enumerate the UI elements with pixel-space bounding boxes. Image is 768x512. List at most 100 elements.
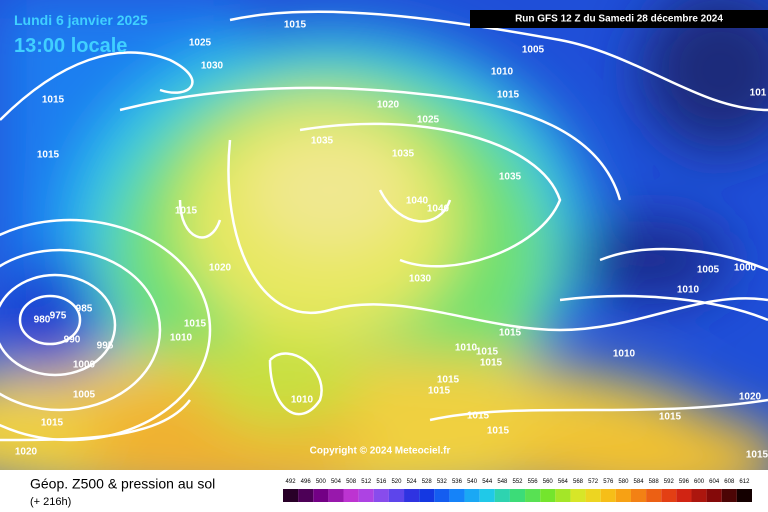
isobar-label: 1015 — [175, 206, 198, 217]
isobar-label: 101 — [750, 88, 767, 99]
scale-swatch — [630, 489, 647, 502]
scale-swatch — [600, 489, 616, 502]
color-scale: 492 496 500 504 508 512 516 520 524 528 532 536 540 5… — [283, 479, 752, 502]
scale-swatch — [570, 489, 586, 502]
scale-swatch — [661, 489, 677, 502]
scale-swatch — [328, 489, 344, 502]
scale-label: 580 — [618, 479, 629, 485]
isobar-label: 1025 — [189, 38, 212, 49]
scale-label: 540 — [467, 479, 478, 485]
scale-swatch — [434, 489, 450, 502]
scale-label: 556 — [528, 479, 539, 485]
isobar-label: 980 — [34, 315, 51, 326]
scale-swatch — [585, 489, 601, 502]
scale-label: 568 — [573, 479, 584, 485]
isobar-label: 1010 — [491, 67, 514, 78]
scale-label: 596 — [679, 479, 690, 485]
scale-swatch — [509, 489, 526, 502]
scale-swatch — [721, 489, 737, 502]
scale-swatch — [464, 489, 480, 502]
scale-swatch — [404, 489, 420, 502]
isobar-label: 1015 — [437, 375, 460, 386]
isobar-label: 1000 — [734, 263, 757, 274]
isobar-label: 1020 — [15, 447, 38, 458]
scale-label: 604 — [709, 479, 720, 485]
isobar-label: 995 — [97, 341, 114, 352]
time: 13:00 locale — [14, 35, 127, 57]
scale-label: 612 — [739, 479, 750, 485]
scale-label: 528 — [422, 479, 433, 485]
scale-label: 512 — [361, 479, 372, 485]
isobar-label: 1010 — [613, 349, 636, 360]
run-banner — [470, 10, 768, 28]
isobar-label: 1000 — [73, 360, 96, 371]
scale-swatch — [676, 489, 692, 502]
scale-swatch — [283, 489, 299, 502]
scale-swatch — [540, 489, 556, 502]
scale-swatch — [313, 489, 329, 502]
isobar-label: 1005 — [697, 265, 720, 276]
scale-swatch — [706, 489, 722, 502]
scale-swatch — [358, 489, 374, 502]
isobar-label: 985 — [76, 304, 93, 315]
isobar-label: 990 — [64, 335, 81, 346]
isobar-label: 1010 — [455, 343, 478, 354]
scale-label: 536 — [452, 479, 463, 485]
isobar-label: 1015 — [41, 418, 64, 429]
isobar-label: 1010 — [677, 285, 700, 296]
isobar-label: 1020 — [209, 263, 232, 274]
isobar-label: 1015 — [476, 347, 499, 358]
isobar-label: 1005 — [73, 390, 96, 401]
isobar-label: 1015 — [487, 426, 510, 437]
scale-swatch — [555, 489, 571, 502]
isobar-label: 1015 — [467, 411, 490, 422]
isobar-label: 1030 — [409, 274, 432, 285]
run-info: Run GFS 12 Z du Samedi 28 décembre 2024 — [515, 14, 723, 25]
isobar-label: 1040 — [427, 204, 450, 215]
isobar-label: 1020 — [739, 392, 762, 403]
scale-label: 552 — [512, 479, 523, 485]
isobar-label: 1015 — [746, 450, 768, 461]
scale-swatch — [615, 489, 631, 502]
scale-label: 572 — [588, 479, 599, 485]
scale-label: 560 — [543, 479, 554, 485]
isobar-label: 1010 — [291, 395, 314, 406]
scale-label: 508 — [346, 479, 357, 485]
scale-swatch — [373, 489, 389, 502]
scale-label: 576 — [603, 479, 614, 485]
scale-label: 492 — [286, 479, 297, 485]
isobar-label: 1015 — [284, 20, 307, 31]
isobar-label: 1030 — [201, 61, 224, 72]
isobar-label: 1015 — [497, 90, 520, 101]
date: Lundi 6 janvier 2025 — [14, 12, 148, 28]
scale-swatch — [479, 489, 495, 502]
scale-label: 584 — [634, 479, 645, 485]
scale-label: 600 — [694, 479, 705, 485]
scale-label: 588 — [649, 479, 660, 485]
scale-swatch — [736, 489, 752, 502]
scale-label: 500 — [316, 479, 327, 485]
scale-label: 532 — [437, 479, 448, 485]
scale-swatch — [494, 489, 510, 502]
isobar-label: 1005 — [522, 45, 545, 56]
scale-swatch — [646, 489, 662, 502]
isobar-label: 1025 — [417, 115, 440, 126]
scale-swatch — [388, 489, 405, 502]
isobars — [0, 10, 768, 442]
isobar-label: 1035 — [311, 136, 334, 147]
scale-swatch — [449, 489, 465, 502]
isobar-label: 1015 — [428, 386, 451, 397]
isobar-label: 1015 — [37, 150, 60, 161]
lead-time: (+ 216h) — [30, 496, 71, 508]
copyright: Copyright © 2024 Meteociel.fr — [310, 446, 451, 457]
scale-label: 504 — [331, 479, 342, 485]
scale-label: 548 — [497, 479, 508, 485]
isobar-label: 1020 — [377, 100, 400, 111]
scale-label: 592 — [664, 479, 675, 485]
isobar-label: 1015 — [184, 319, 207, 330]
isobar-label: 1040 — [406, 196, 429, 207]
